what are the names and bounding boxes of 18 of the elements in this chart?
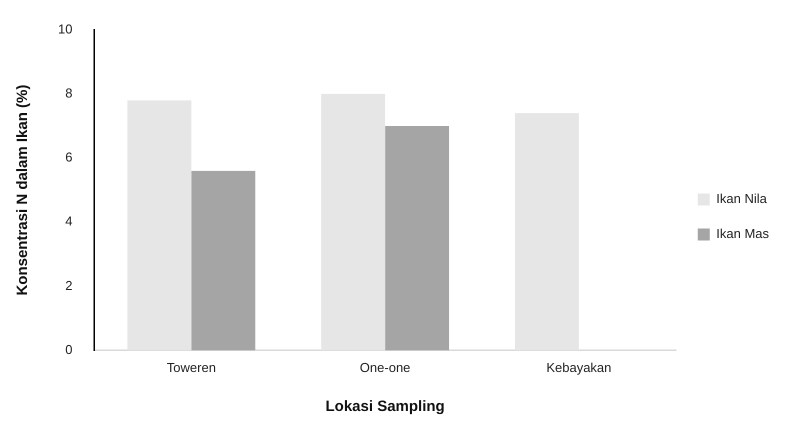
y-tick-label: 8 — [65, 86, 72, 100]
bar — [514, 113, 579, 350]
x-tick-label: Kebayakan — [546, 360, 612, 375]
x-tick-label: Toweren — [166, 360, 216, 375]
x-tick-label: One-one — [360, 360, 410, 375]
y-tick-label: 4 — [65, 214, 72, 229]
bar — [385, 126, 450, 350]
x-axis-title: Lokasi Sampling — [326, 398, 445, 416]
legend-label: Ikan Mas — [716, 226, 770, 242]
bar — [321, 94, 386, 350]
legend-label: Ikan Nila — [716, 191, 768, 206]
y-tick-label: 0 — [65, 342, 72, 357]
y-tick-label: 2 — [65, 278, 72, 293]
y-tick-label: 6 — [65, 150, 72, 165]
y-axis-title: Konsentrasi N dalam Ikan (%) — [14, 84, 32, 296]
bar — [191, 170, 256, 350]
bar — [127, 100, 192, 350]
y-tick-label: 10 — [58, 21, 72, 36]
